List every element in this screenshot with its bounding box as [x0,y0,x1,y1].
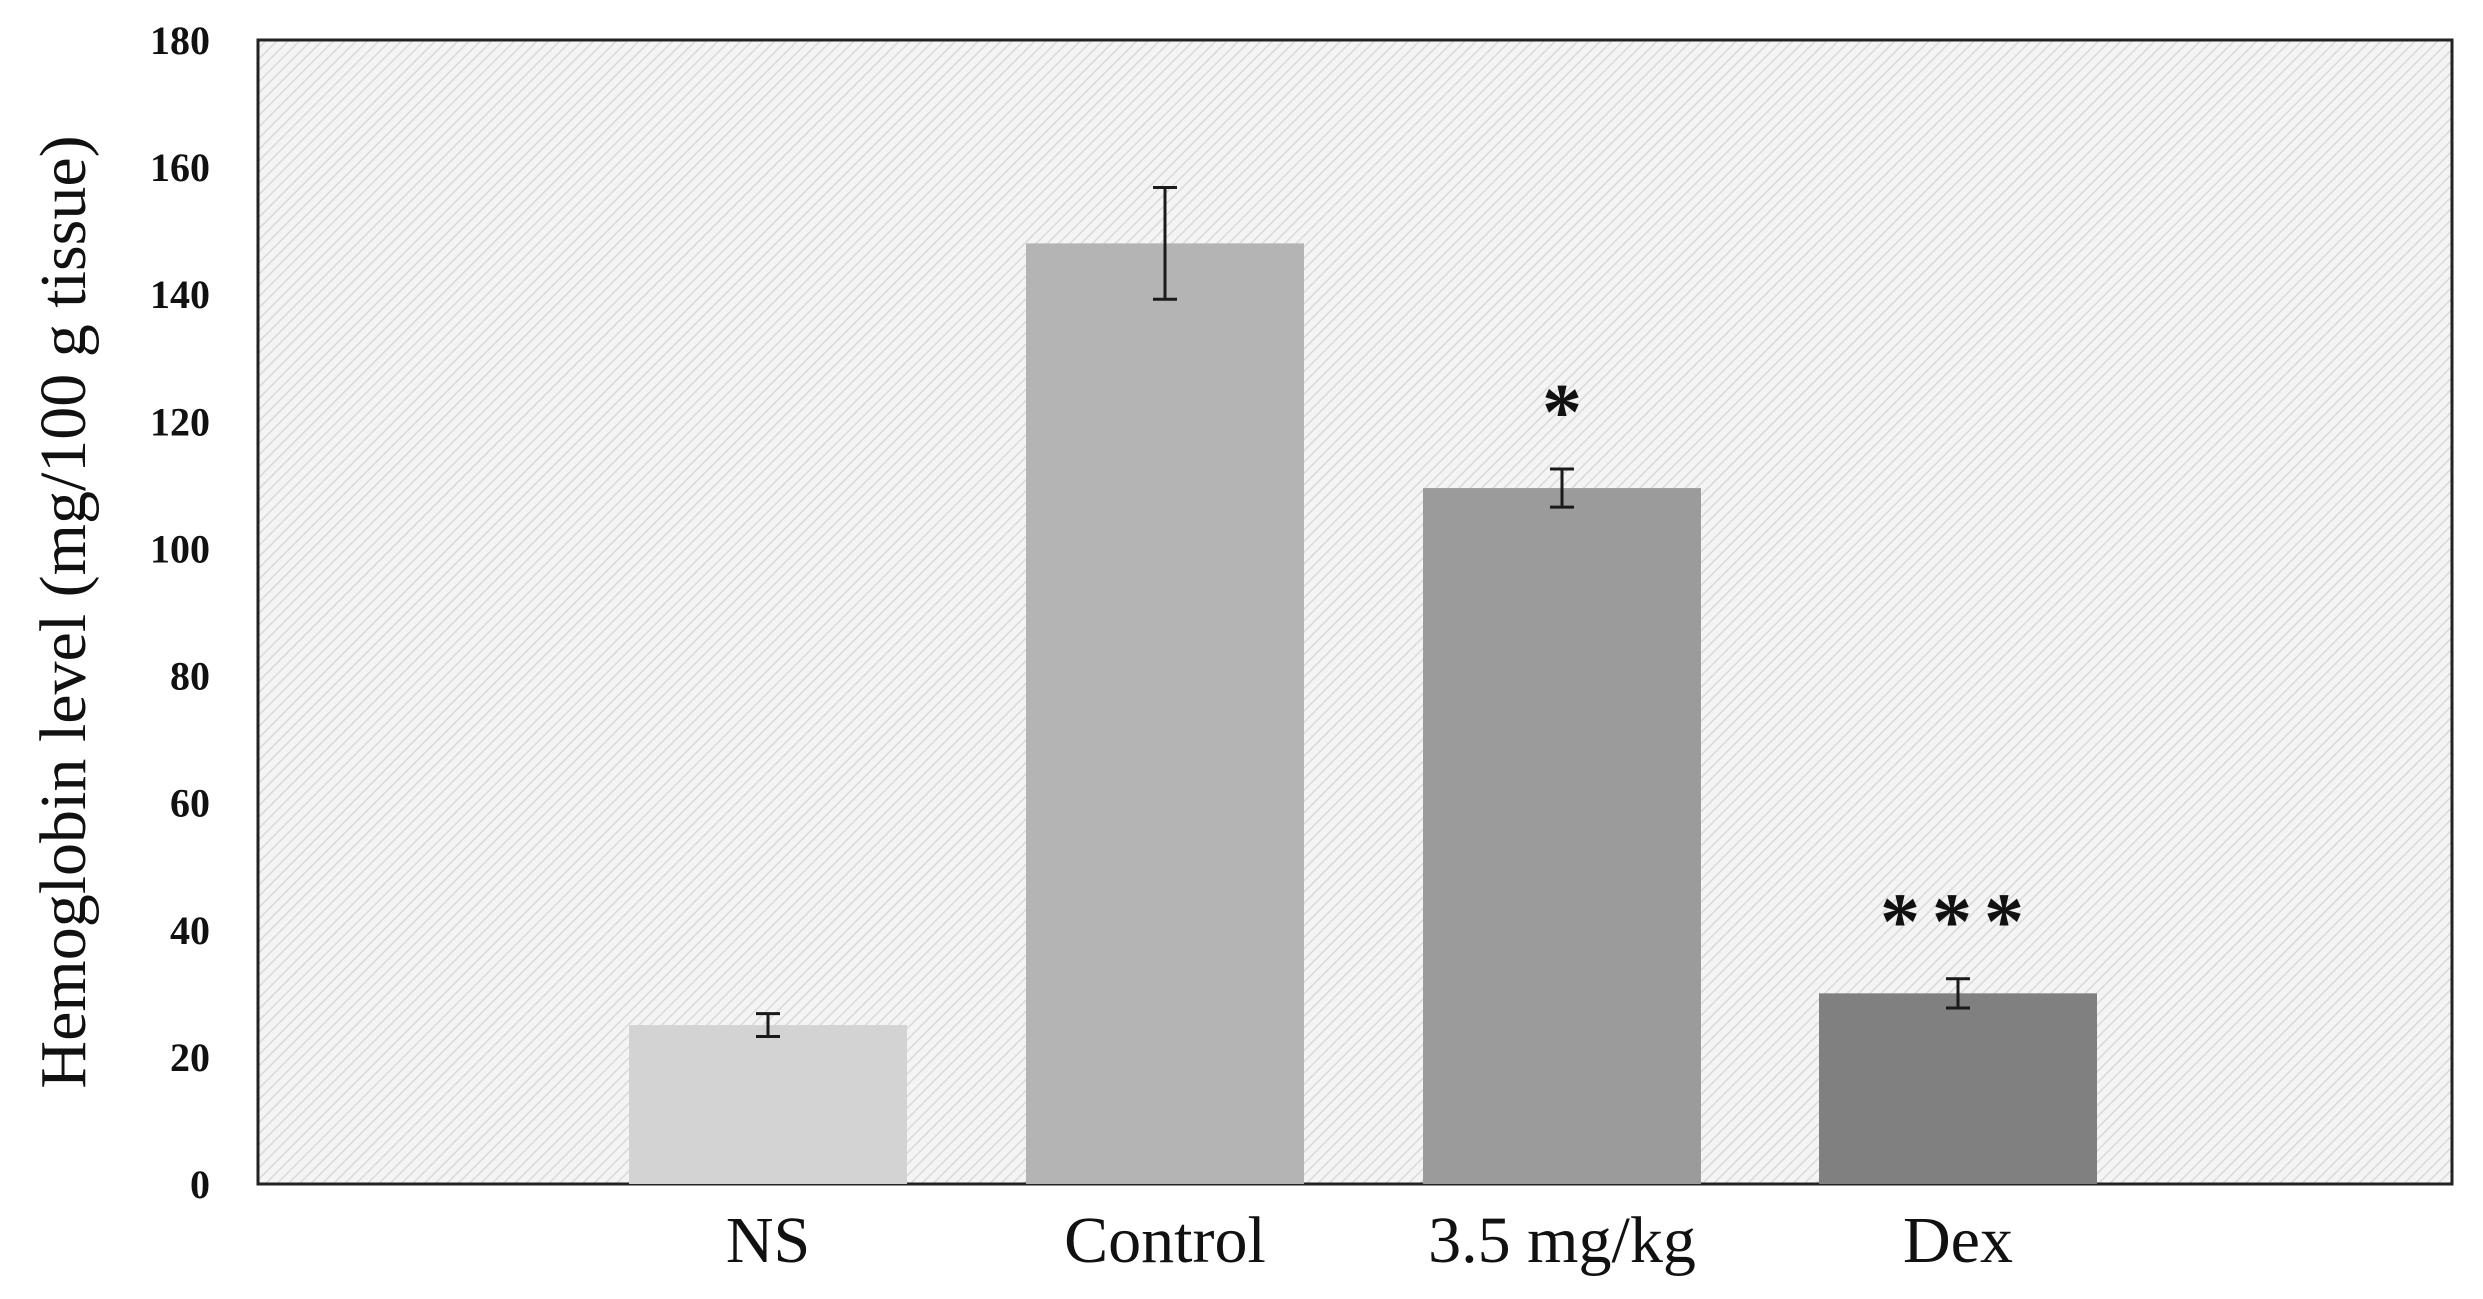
y-tick-label: 40 [170,908,210,953]
y-tick-label: 60 [170,781,210,826]
x-category-label: Control [1064,1204,1266,1277]
y-tick-label: 140 [150,272,210,317]
error-bars-group [756,185,1970,1039]
error-bar [1153,185,1177,301]
y-tick-label: 20 [170,1035,210,1080]
error-bar [756,1012,780,1039]
bar-3-5-mg-kg [1423,488,1701,1185]
y-tick-label: 80 [170,654,210,699]
bar-ns [629,1025,907,1184]
x-category-label: NS [726,1204,810,1277]
error-bar [1946,977,1970,1010]
annotations-group: **** [1542,369,2036,967]
y-tick-label: 180 [150,18,210,63]
y-axis-ticks: 0 20 40 60 80 100 120 140 160 180 [150,18,210,1207]
x-axis-labels: NS Control 3.5 mg/kg Dex [726,1204,2013,1277]
y-tick-label: 160 [150,145,210,190]
significance-marker: *** [1880,879,2036,967]
y-axis-title: Hemoglobin level (mg/100 g tissue) [27,135,100,1088]
x-category-label: 3.5 mg/kg [1428,1204,1696,1277]
bar-dex [1819,993,2097,1184]
significance-marker: * [1542,369,1582,457]
bar-control [1026,243,1304,1184]
error-bar [1550,467,1574,509]
y-tick-label: 120 [150,399,210,444]
y-tick-label: 100 [150,526,210,571]
bars-group [629,243,2097,1185]
plot-area [256,38,2454,1186]
y-tick-label: 0 [190,1162,210,1207]
x-category-label: Dex [1903,1204,2013,1277]
